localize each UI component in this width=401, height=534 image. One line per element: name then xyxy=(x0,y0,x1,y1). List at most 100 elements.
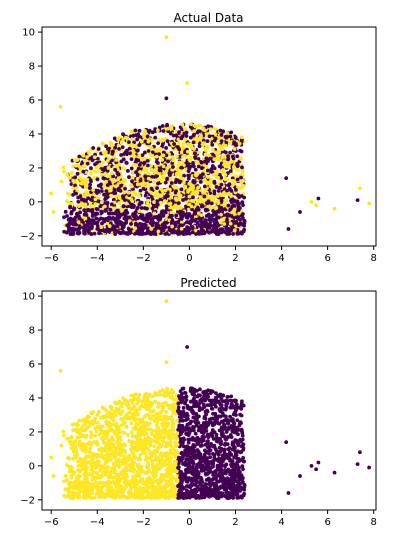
scatter-point xyxy=(120,166,125,171)
scatter-point xyxy=(173,196,178,201)
scatter-point xyxy=(83,223,88,228)
scatter-point xyxy=(138,491,143,495)
scatter-point xyxy=(229,159,234,164)
scatter-point xyxy=(95,177,100,182)
scatter-point xyxy=(192,147,196,151)
scatter-point xyxy=(209,441,213,446)
scatter-point xyxy=(176,232,181,236)
scatter-point xyxy=(153,135,158,140)
scatter-point xyxy=(239,458,244,462)
scatter-point xyxy=(161,164,166,169)
scatter-point xyxy=(240,213,245,217)
scatter-point xyxy=(237,465,241,470)
scatter-point xyxy=(158,217,163,221)
scatter-point xyxy=(137,417,142,422)
scatter-point xyxy=(115,224,120,229)
scatter-point xyxy=(73,483,77,488)
scatter-point xyxy=(209,177,213,182)
scatter-point xyxy=(174,435,179,440)
scatter-point xyxy=(168,187,172,192)
scatter-point xyxy=(106,228,110,233)
scatter-point xyxy=(226,203,231,208)
scatter-point xyxy=(213,136,218,141)
scatter-point xyxy=(181,198,185,202)
scatter-point xyxy=(201,138,206,143)
scatter-point xyxy=(91,146,96,150)
scatter-point xyxy=(100,160,105,165)
scatter-point xyxy=(78,168,83,173)
scatter-point xyxy=(129,222,133,226)
scatter-point xyxy=(75,212,80,217)
scatter-point xyxy=(202,448,207,453)
scatter-point xyxy=(125,204,130,209)
scatter-point xyxy=(219,212,223,217)
scatter-point xyxy=(187,495,192,500)
scatter-point xyxy=(138,188,143,193)
scatter-point xyxy=(142,420,146,425)
scatter-point xyxy=(202,184,207,189)
scatter-point xyxy=(132,190,136,194)
scatter-point xyxy=(69,435,74,440)
scatter-point xyxy=(111,479,116,484)
scatter-point xyxy=(309,199,314,204)
scatter-point xyxy=(237,405,242,410)
scatter-point xyxy=(237,201,241,206)
scatter-point xyxy=(113,145,118,150)
scatter-point xyxy=(88,446,92,451)
scatter-point xyxy=(242,227,247,232)
scatter-point xyxy=(156,229,161,234)
scatter-point xyxy=(238,156,243,160)
scatter-point xyxy=(219,175,224,180)
scatter-point xyxy=(142,160,147,165)
scatter-point xyxy=(65,436,70,441)
scatter-point xyxy=(124,219,129,223)
scatter-point xyxy=(150,174,155,179)
scatter-point xyxy=(155,147,160,152)
x-tick-label: 2 xyxy=(232,253,238,264)
scatter-point xyxy=(91,410,96,414)
scatter-point xyxy=(214,476,218,481)
scatter-point xyxy=(127,140,131,145)
scatter-point xyxy=(94,216,99,221)
x-tick-label: 8 xyxy=(371,253,377,264)
scatter-point xyxy=(219,207,224,212)
scatter-point xyxy=(225,188,229,193)
scatter-point xyxy=(142,156,146,161)
scatter-point xyxy=(183,448,188,453)
scatter-point xyxy=(224,150,228,155)
scatter-point xyxy=(154,438,159,443)
scatter-point xyxy=(204,164,209,169)
scatter-point xyxy=(137,427,142,431)
x-tick-label: 0 xyxy=(186,253,192,264)
scatter-point xyxy=(153,399,158,404)
scatter-point xyxy=(71,192,75,197)
scatter-point xyxy=(162,223,167,228)
scatter-point xyxy=(136,216,141,221)
scatter-point xyxy=(146,198,150,203)
scatter-point xyxy=(86,196,91,201)
x-tick-label: −2 xyxy=(136,253,151,264)
scatter-point xyxy=(192,387,197,392)
scatter-point xyxy=(160,157,165,162)
scatter-point xyxy=(76,220,81,224)
scatter-point xyxy=(156,445,160,450)
scatter-point xyxy=(211,197,216,202)
scatter-point xyxy=(198,123,202,128)
scatter-point xyxy=(69,182,74,187)
scatter-point xyxy=(155,128,160,133)
scatter-point xyxy=(162,209,167,214)
scatter-point xyxy=(240,165,244,170)
scatter-point xyxy=(131,397,136,402)
scatter-point xyxy=(119,404,124,409)
scatter-point xyxy=(89,203,93,208)
scatter-point xyxy=(116,177,121,182)
scatter-point xyxy=(100,167,105,171)
scatter-point xyxy=(178,193,183,198)
scatter-point xyxy=(99,210,104,215)
scatter-point xyxy=(131,170,135,175)
scatter-point xyxy=(172,229,177,234)
scatter-point xyxy=(190,191,195,196)
scatter-point xyxy=(115,481,120,485)
scatter-point xyxy=(230,178,235,183)
scatter-point xyxy=(91,188,96,192)
